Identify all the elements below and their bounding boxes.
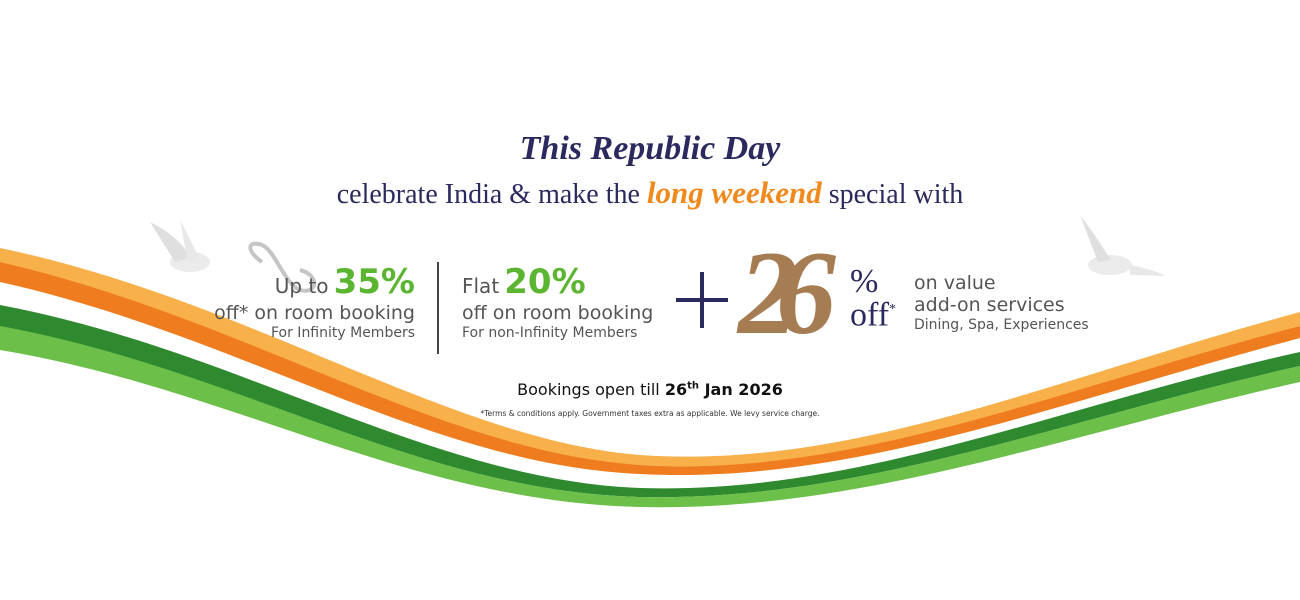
saffron-ribbon: [0, 262, 1300, 476]
deadline-prefix: Bookings open till: [517, 380, 660, 399]
deadline-rest: Jan 2026: [704, 380, 783, 399]
headline: This Republic Day: [519, 130, 781, 167]
offer-26-graphic: 26: [738, 226, 836, 359]
offer-prefix: Up to: [274, 274, 329, 298]
percent-sign: %: [850, 263, 879, 300]
deadline-suffix: th: [687, 380, 700, 392]
infinity-icon: [248, 241, 317, 293]
offer-line3: Dining, Spa, Experiences: [914, 317, 1089, 333]
offer-prefix: Flat: [462, 274, 500, 298]
offer-value: 35%: [333, 262, 415, 302]
asterisk: *: [889, 302, 897, 317]
subheadline: celebrate India & make the long weekend …: [0, 175, 1300, 211]
offer-description: off* on room booking: [214, 302, 415, 324]
dove-left-icon: [150, 220, 210, 272]
deadline-day: 26: [664, 380, 688, 399]
subheadline-after: special with: [828, 179, 964, 210]
green-ribbon-dark: [0, 305, 1300, 498]
offer-divider: [437, 262, 439, 354]
off-label: off: [850, 296, 890, 334]
green-ribbon-light: [0, 326, 1300, 508]
offer-non-infinity-members: Flat 20% off on room booking For non-Inf…: [462, 262, 702, 342]
plus-icon: [676, 272, 728, 328]
saffron-ribbon-light: [0, 248, 1300, 467]
offer-line1: on value: [914, 272, 996, 294]
terms-text: *Terms & conditions apply. Government ta…: [480, 409, 820, 418]
subheadline-before: celebrate India & make the: [336, 179, 640, 210]
offer-add-on-services: on value add-on services Dining, Spa, Ex…: [914, 272, 1089, 334]
offer-line2: add-on services: [914, 294, 1065, 316]
offer-audience: For non-Infinity Members: [462, 325, 638, 341]
subheadline-highlight: long weekend: [646, 175, 822, 210]
offer-audience: For Infinity Members: [270, 325, 415, 341]
dove-right-icon: [1080, 215, 1165, 276]
booking-deadline: Bookings open till 26th Jan 2026: [0, 380, 1300, 399]
offer-value: 20%: [504, 262, 586, 302]
offer-description: off on room booking: [462, 302, 654, 324]
offer-26-percent-off: % off*: [850, 263, 897, 332]
offer-infinity-members: Up to 35% off* on room booking For Infin…: [155, 262, 415, 342]
